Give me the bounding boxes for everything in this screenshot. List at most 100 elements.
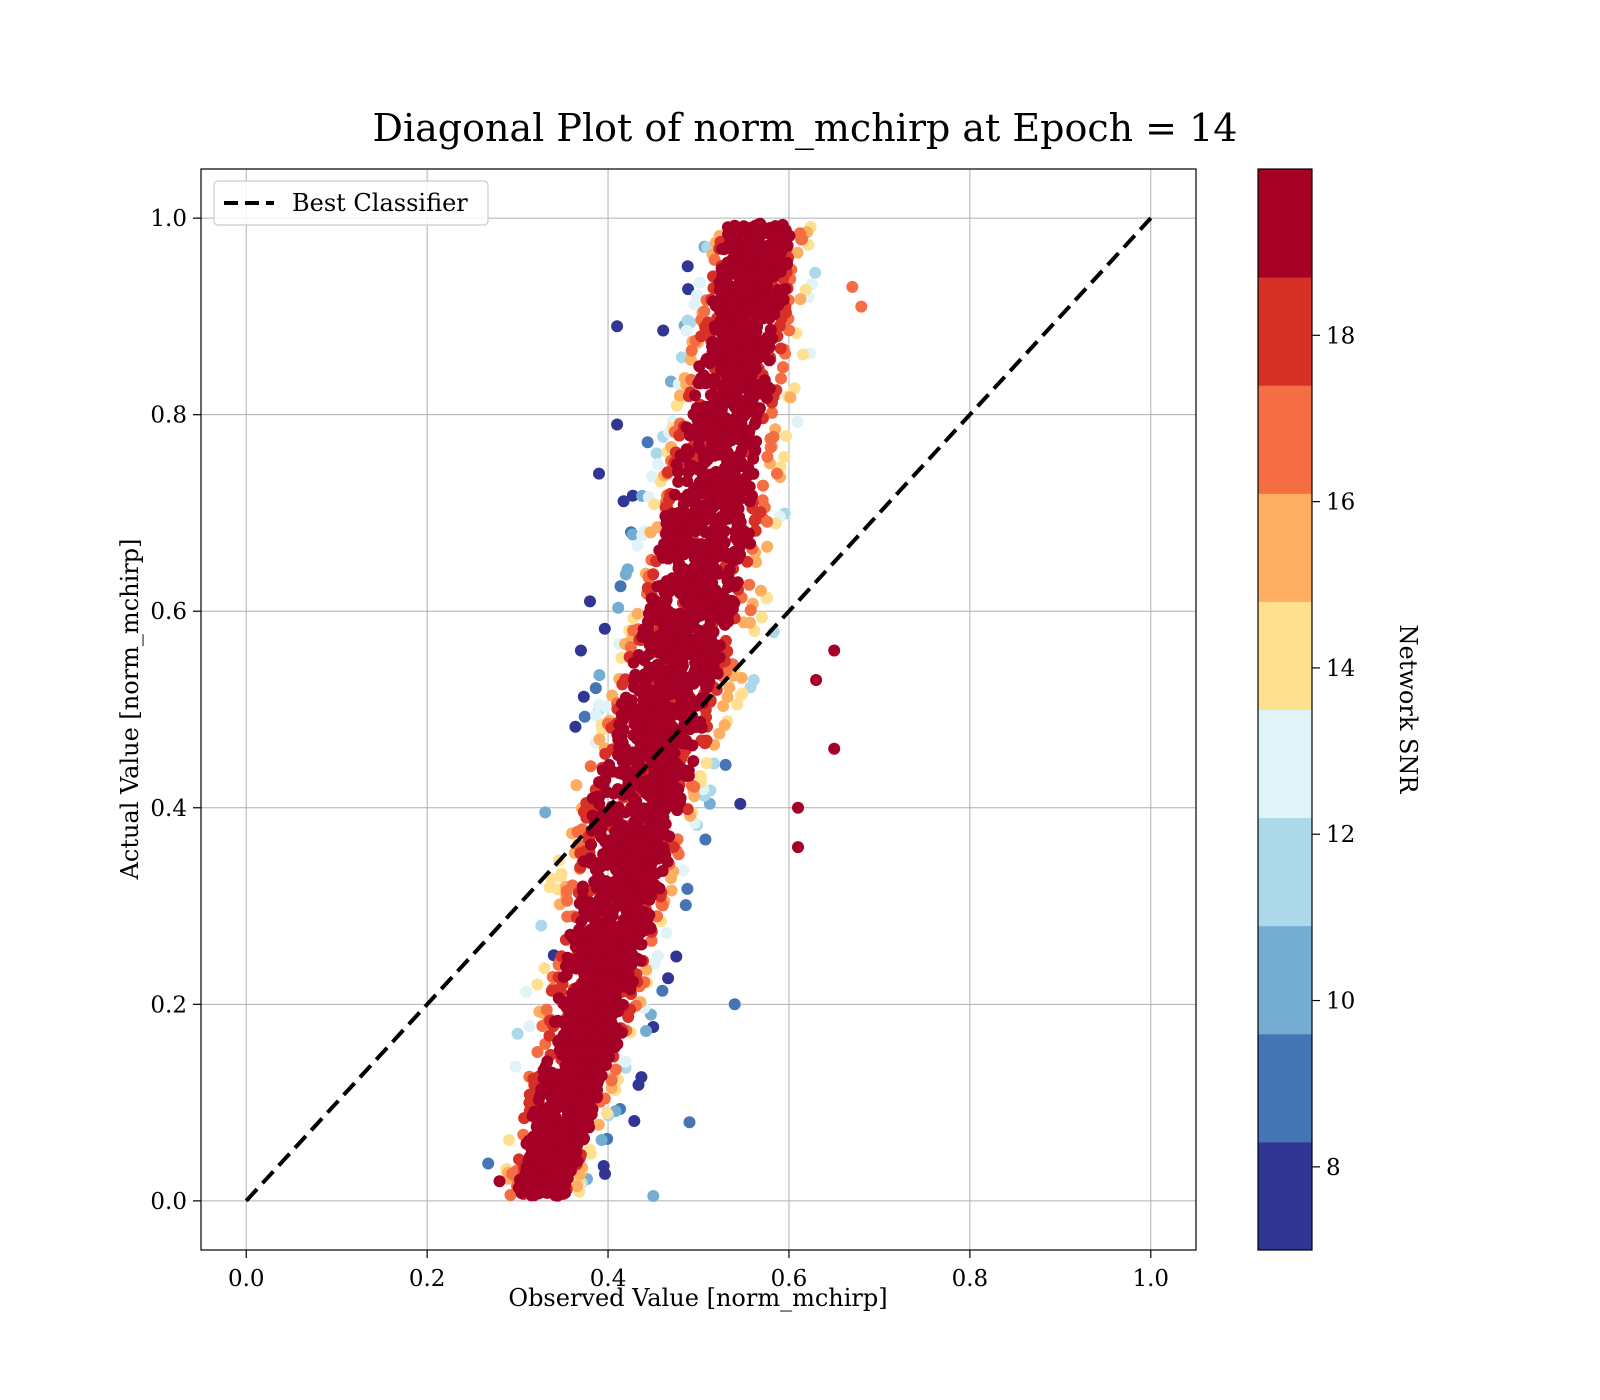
colorbar-bin [1258,277,1312,386]
scatter-point [570,779,583,792]
scatter-point [691,506,704,519]
scatter-point [721,691,734,703]
scatter-point [679,899,692,912]
scatter-point [661,578,674,591]
scatter-point [681,803,694,816]
scatter-point [568,1087,581,1100]
scatter-point [597,1160,610,1172]
scatter-point [672,475,685,488]
scatter-point [592,936,605,949]
scatter-point [761,540,774,553]
scatter-point [562,1144,575,1157]
scatter-point [684,587,697,600]
scatter-point [784,391,797,404]
scatter-point [683,571,696,584]
scatter-point [777,283,790,296]
scatter-point [855,300,868,313]
colorbar-bin [1258,925,1312,1035]
scatter-point [539,1104,552,1117]
scatter-point [616,921,629,934]
scatter-point [652,637,665,649]
scatter-point [773,320,786,332]
scatter-point [656,865,669,877]
scatter-point [591,1090,604,1103]
scatter-point [731,372,744,385]
scatter-point [641,615,654,628]
scatter-point [730,352,743,365]
scatter-point [581,1002,593,1014]
scatter-point [605,945,618,958]
scatter-point [690,402,703,415]
scatter-point [567,932,580,945]
scatter-point [706,640,719,653]
scatter-point [774,342,787,355]
scatter-point [688,482,701,495]
scatter-point [604,982,617,995]
scatter-point [750,378,763,391]
scatter-point [619,673,632,686]
scatter-point [742,461,755,474]
scatter-point [643,893,656,906]
scatter-point [605,1074,618,1087]
scatter-point [592,986,605,999]
scatter-point [700,682,713,695]
scatter-point [720,385,733,398]
scatter-point [678,535,691,548]
scatter-point [713,319,726,332]
scatter-point [584,896,597,909]
scatter-point [587,1062,600,1075]
scatter-point [724,261,736,274]
scatter-point [683,723,696,736]
scatter-point [792,841,804,854]
scatter-point [612,869,625,882]
scatter-point [632,1078,645,1091]
scatter-point [579,985,592,998]
scatter-point [547,1068,560,1081]
scatter-point [591,1077,604,1090]
scatter-point [535,1083,548,1096]
chart-title: Diagonal Plot of norm_mchirp at Epoch = … [373,106,1238,151]
scatter-point [738,259,751,272]
scatter-point [589,682,602,695]
colorbar-bin [1258,817,1312,927]
scatter-point [654,646,667,659]
scatter-point [744,681,757,694]
scatter-point [771,297,784,310]
scatter-point [628,1115,641,1127]
scatter-point [545,872,558,885]
scatter-point [657,324,670,337]
scatter-point [553,1033,566,1046]
scatter-point [509,1060,522,1073]
x-tick-label: 0.6 [771,1266,808,1292]
scatter-point [651,658,664,671]
x-axis-ticks: 0.0 0.2 0.4 0.6 0.8 1.0 [228,1250,1169,1292]
colorbar [1258,169,1312,1251]
scatter-point [672,574,684,587]
scatter-point [665,872,677,885]
colorbar-bin [1258,169,1312,278]
scatter-point [619,568,632,581]
scatter-point [631,902,644,915]
scatter-point [749,513,762,526]
scatter-point [576,1028,589,1041]
scatter-point [576,1111,589,1124]
scatter-point [697,450,710,463]
scatter-point [711,550,724,563]
scatter-point [605,835,618,848]
scatter-point [667,800,680,813]
scatter-point [587,923,600,936]
colorbar-tick-label: 16 [1326,490,1355,516]
scatter-point [531,1046,544,1058]
scatter-point [541,1055,554,1068]
colorbar-tick-label: 10 [1326,989,1355,1015]
scatter-point [675,707,688,720]
scatter-point [653,701,666,714]
scatter-point [660,772,673,785]
y-tick-label: 0.2 [150,992,187,1018]
scatter-point [646,685,659,697]
scatter-point [583,1098,596,1111]
scatter-point [731,401,744,414]
scatter-point [645,934,658,947]
scatter-point [578,940,591,953]
